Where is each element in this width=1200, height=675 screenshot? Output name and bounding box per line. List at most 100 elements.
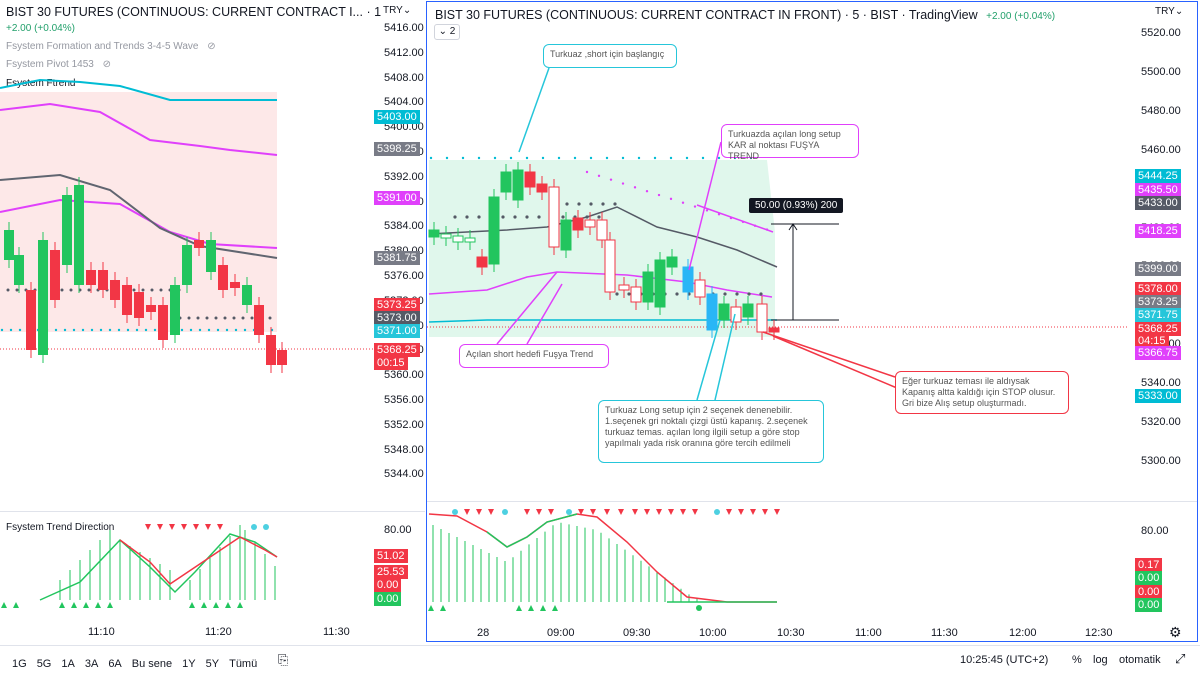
fuchsia-dot xyxy=(597,174,601,178)
right-osc-axis[interactable]: 80.00 0.17 0.00 0.00 0.00 xyxy=(1127,502,1197,617)
log-toggle[interactable]: log xyxy=(1093,654,1108,666)
fuchsia-band-upper xyxy=(0,102,278,156)
callout-short-target[interactable]: Açılan short hedefi Fuşya Trend xyxy=(459,344,609,368)
left-chart-pane[interactable]: BIST 30 FUTURES (CONTINUOUS: CURRENT CON… xyxy=(0,0,425,643)
gray-pivot-dot xyxy=(735,292,739,296)
turquoise-dot xyxy=(251,524,257,530)
right-time-tick: 10:00 xyxy=(699,627,727,639)
up-triangle-marker xyxy=(1,602,7,608)
date-range-buttons: 1G 5G 1A 3A 6A Bu sene 1Y 5Y Tümü xyxy=(12,654,267,672)
right-price-tick: 5520.00 xyxy=(1141,27,1181,39)
down-triangle-marker xyxy=(169,524,175,530)
measure-label: 50.00 (0.93%) 200 xyxy=(749,198,844,213)
auto-scale-toggle[interactable]: otomatik xyxy=(1119,654,1161,666)
left-price-chart[interactable] xyxy=(0,0,380,510)
range-button-6a[interactable]: 6A xyxy=(108,658,122,670)
expand-icon[interactable]: ⤢ xyxy=(1175,651,1186,666)
candle xyxy=(230,282,240,288)
eye-slash-icon[interactable]: ⊘ xyxy=(102,59,111,70)
candle xyxy=(266,335,276,365)
gray-pivot-dot xyxy=(187,316,191,320)
percent-toggle[interactable]: % xyxy=(1072,654,1082,666)
candle xyxy=(50,250,60,300)
gray-pivot-dot xyxy=(613,202,617,206)
right-currency-label[interactable]: TRY⌄ xyxy=(1155,6,1184,17)
left-time-axis[interactable]: 11:10 11:20 11:30 xyxy=(0,620,380,642)
turquoise-dot xyxy=(566,509,572,515)
candle xyxy=(74,185,84,285)
turquoise-dot xyxy=(72,328,76,332)
eye-slash-icon[interactable]: ⊘ xyxy=(207,41,216,52)
right-price-tag: 5368.25 xyxy=(1135,322,1181,336)
range-button-bu-sene[interactable]: Bu sene xyxy=(131,658,173,670)
left-price-tag: 5373.00 xyxy=(374,311,420,325)
candle xyxy=(146,305,156,312)
range-button-1a[interactable]: 1A xyxy=(61,658,75,670)
left-currency-label[interactable]: TRY⌄ xyxy=(383,5,412,16)
range-button-tümü[interactable]: Tümü xyxy=(229,658,258,670)
left-pane-divider[interactable] xyxy=(0,511,425,512)
clock-label[interactable]: 10:25:45 (UTC+2) xyxy=(960,654,1049,666)
gray-pivot-dot xyxy=(561,215,565,219)
turquoise-dot xyxy=(216,328,220,332)
candle xyxy=(584,219,596,228)
candle xyxy=(476,256,488,268)
gray-pivot-dot xyxy=(759,292,763,296)
range-button-5y[interactable]: 5Y xyxy=(205,658,220,670)
callout-stop-note[interactable]: Eğer turkuaz teması ile aldıysak Kapanış… xyxy=(895,371,1069,414)
callout-long-take-profit[interactable]: Turkuazda açılan long setup KAR al nokta… xyxy=(721,124,859,161)
down-triangle-marker xyxy=(193,524,199,530)
left-indicator-formation[interactable]: Fsystem Formation and Trends 3-4-5 Wave … xyxy=(6,41,216,52)
left-indicator-ftrend[interactable]: Fsystem Ftrend xyxy=(6,78,76,89)
chevron-down-icon: ⌄ xyxy=(1174,6,1184,17)
callout-turkuaz-short[interactable]: Turkuaz ,short için başlangıç xyxy=(543,44,677,68)
chart-settings-gear-icon[interactable]: ⚙ xyxy=(1169,624,1182,640)
down-triangle-marker xyxy=(750,509,756,515)
right-pane-divider[interactable] xyxy=(427,501,1197,502)
up-triangle-marker xyxy=(428,605,434,611)
right-price-tick: 5460.00 xyxy=(1141,143,1181,156)
down-triangle-marker xyxy=(464,509,470,515)
gray-pivot-dot xyxy=(241,316,245,320)
range-button-5g[interactable]: 5G xyxy=(36,658,52,670)
up-triangle-marker xyxy=(237,602,243,608)
left-indicator-pivot[interactable]: Fsystem Pivot 1453 ⊘ xyxy=(6,59,111,70)
turquoise-line xyxy=(428,319,777,323)
turquoise-dot xyxy=(541,156,545,160)
right-price-tag: 5333.00 xyxy=(1135,389,1181,403)
right-collapse-button[interactable]: ⌄ 2 xyxy=(434,24,460,40)
down-triangle-marker xyxy=(668,509,674,515)
left-price-tick: 5404.00 xyxy=(384,96,424,109)
goto-date-icon[interactable]: ⎘ xyxy=(278,652,289,667)
right-time-tick: 11:30 xyxy=(931,627,958,639)
turquoise-dot xyxy=(189,328,193,332)
right-time-axis[interactable]: 28 09:00 09:30 10:00 10:30 11:00 11:30 12:00 12:… xyxy=(427,622,1127,642)
range-button-1y[interactable]: 1Y xyxy=(182,658,196,670)
candle xyxy=(500,171,512,193)
left-osc-axis[interactable]: 80.00 51.02 25.53 0.00 0.00 xyxy=(374,512,425,617)
callout-pointer xyxy=(772,335,898,389)
turquoise-dot xyxy=(477,156,481,160)
range-button-3a[interactable]: 3A xyxy=(84,658,99,670)
left-price-tag: 5381.75 xyxy=(374,251,420,265)
up-triangle-marker xyxy=(13,602,19,608)
candle xyxy=(768,327,780,333)
right-price-chart[interactable] xyxy=(427,2,1127,502)
candle xyxy=(218,265,228,290)
osc-line-up xyxy=(39,533,278,601)
candle xyxy=(277,350,287,365)
left-price-change: +2.00 (+0.04%) xyxy=(6,23,75,34)
gray-pivot-dot xyxy=(150,288,154,292)
right-oscillator-chart[interactable] xyxy=(427,502,1127,617)
left-price-tag: 5373.25 xyxy=(374,298,420,312)
right-chart-pane[interactable]: BIST 30 FUTURES (CONTINUOUS: CURRENT CON… xyxy=(426,1,1198,642)
candle xyxy=(254,305,264,335)
up-triangle-marker xyxy=(201,602,207,608)
down-triangle-marker xyxy=(476,509,482,515)
range-button-1g[interactable]: 1G xyxy=(12,658,27,670)
right-time-tick: 10:30 xyxy=(777,627,805,639)
left-oscillator-chart[interactable] xyxy=(0,512,380,617)
turquoise-dot xyxy=(144,328,148,332)
down-triangle-marker xyxy=(524,509,530,515)
callout-long-setup-options[interactable]: Turkuaz Long setup için 2 seçenek denene… xyxy=(598,400,824,463)
